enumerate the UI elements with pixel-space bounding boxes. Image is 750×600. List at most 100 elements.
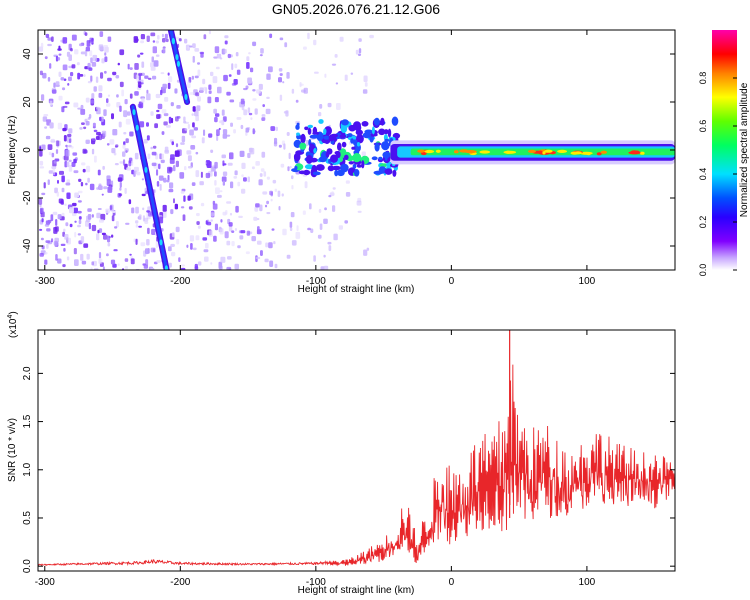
speckle xyxy=(277,190,281,197)
speckle xyxy=(92,122,96,129)
speckle xyxy=(109,139,115,145)
speckle xyxy=(124,148,129,152)
speckle xyxy=(114,163,119,166)
speckle xyxy=(147,153,151,160)
speckle xyxy=(252,128,255,135)
speckle xyxy=(61,175,65,183)
speckle xyxy=(243,88,248,91)
turbulent-blob xyxy=(307,127,312,135)
speckle xyxy=(157,103,163,110)
speckle xyxy=(63,78,67,81)
speckle xyxy=(303,46,307,50)
speckle xyxy=(134,63,139,70)
turbulent-blob xyxy=(296,132,300,136)
speckle xyxy=(323,265,329,270)
speckle xyxy=(83,74,86,77)
speckle xyxy=(51,166,57,170)
speckle xyxy=(324,207,327,211)
speckle xyxy=(229,152,234,160)
spec-ytick-label: 0 xyxy=(22,147,33,153)
speckle xyxy=(235,52,239,57)
speckle xyxy=(156,114,161,119)
snr-marks xyxy=(38,330,675,567)
speckle xyxy=(179,172,185,179)
speckle xyxy=(358,38,362,42)
speckle xyxy=(129,253,132,256)
speckle xyxy=(203,34,207,40)
speckle xyxy=(234,170,238,176)
speckle xyxy=(129,93,133,99)
speckle xyxy=(241,174,244,178)
speckle xyxy=(240,124,244,130)
speckle xyxy=(345,180,350,184)
speckle xyxy=(284,42,288,48)
speckle xyxy=(70,48,73,52)
speckle xyxy=(43,114,49,117)
speckle xyxy=(243,177,247,182)
snr-ylabel: SNR (10 * v/v) xyxy=(7,418,18,482)
speckle xyxy=(274,188,278,192)
speckle xyxy=(115,144,119,148)
band-peak xyxy=(417,149,425,153)
speckle xyxy=(251,166,255,170)
speckle xyxy=(266,96,270,99)
speckle xyxy=(88,67,93,71)
speckle xyxy=(231,241,235,247)
speckle xyxy=(169,182,174,189)
speckle xyxy=(207,96,212,104)
colorbar: 0.0 0.2 0.4 0.6 0.8 Normalized spectral ampl… xyxy=(698,30,750,276)
turbulent-blob xyxy=(334,169,339,177)
snr-xtick-label: -100 xyxy=(306,577,326,588)
turbulent-blob xyxy=(356,164,363,168)
speckle xyxy=(74,49,79,55)
speckle xyxy=(164,146,169,153)
speckle xyxy=(214,46,220,54)
speckle xyxy=(77,233,81,236)
speckle xyxy=(64,203,67,206)
speckle xyxy=(184,128,188,131)
streak-highlight xyxy=(132,109,136,116)
speckle xyxy=(124,258,129,262)
speckle xyxy=(96,187,99,190)
speckle xyxy=(165,38,169,43)
speckle xyxy=(197,62,201,65)
speckle xyxy=(39,207,44,214)
speckle xyxy=(208,90,212,94)
speckle xyxy=(219,120,223,124)
speckle xyxy=(68,144,72,148)
speckle xyxy=(215,66,220,70)
speckle xyxy=(150,247,156,253)
speckle xyxy=(39,160,44,166)
speckle xyxy=(200,171,203,178)
speckle xyxy=(262,104,265,108)
speckle xyxy=(264,258,269,263)
speckle xyxy=(77,72,81,80)
speckle xyxy=(255,203,260,208)
speckle xyxy=(111,234,114,238)
speckle xyxy=(143,217,149,222)
speckle xyxy=(168,246,172,252)
speckle xyxy=(237,245,241,249)
speckle xyxy=(345,192,351,197)
speckle xyxy=(291,185,294,190)
speckle xyxy=(189,129,194,136)
speckle xyxy=(115,75,120,79)
speckle xyxy=(199,87,204,93)
band-peak xyxy=(574,151,582,155)
speckle xyxy=(146,89,149,94)
speckle xyxy=(80,253,84,261)
speckle xyxy=(178,38,182,42)
speckle xyxy=(197,225,201,229)
speckle xyxy=(233,79,238,85)
speckle xyxy=(102,132,106,137)
speckle xyxy=(146,122,149,127)
speckle xyxy=(99,116,102,122)
speckle xyxy=(173,198,175,204)
speckle xyxy=(240,230,246,234)
speckle xyxy=(155,54,160,57)
speckle xyxy=(98,228,103,233)
speckle xyxy=(295,99,299,103)
turbulent-blob xyxy=(378,166,387,174)
speckle xyxy=(279,37,284,41)
speckle xyxy=(339,36,344,42)
